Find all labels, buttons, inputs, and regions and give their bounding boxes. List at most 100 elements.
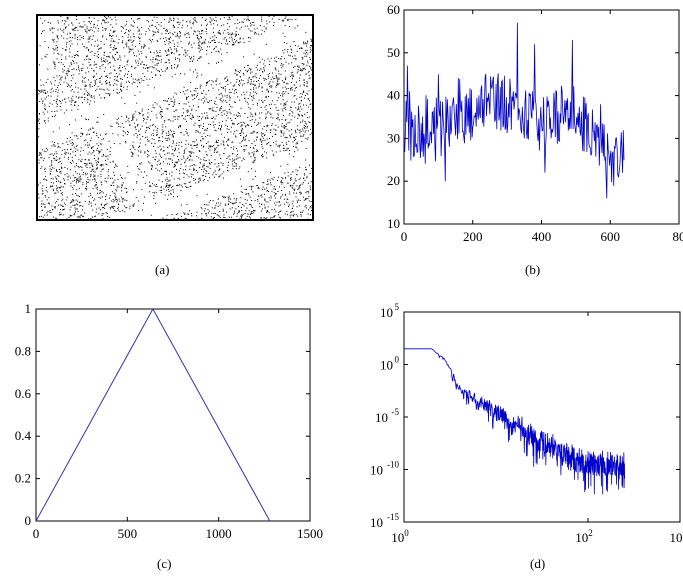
- speckle-dot: [86, 119, 87, 120]
- speckle-dot: [271, 104, 272, 105]
- speckle-dot: [92, 30, 93, 31]
- speckle-dot: [150, 40, 151, 41]
- speckle-dot: [168, 98, 169, 99]
- speckle-dot: [270, 200, 271, 201]
- speckle-dot: [279, 205, 280, 206]
- speckle-dot: [168, 119, 169, 120]
- speckle-dot: [41, 91, 42, 92]
- speckle-dot: [215, 42, 216, 43]
- speckle-dot: [153, 130, 154, 131]
- speckle-dot: [299, 130, 300, 131]
- speckle-dot: [266, 130, 267, 131]
- speckle-dot: [310, 134, 311, 135]
- speckle-dot: [62, 143, 63, 144]
- panel-b-x-tick-label: 400: [532, 229, 552, 244]
- speckle-dot: [282, 87, 283, 88]
- speckle-dot: [168, 158, 169, 159]
- speckle-dot: [160, 50, 161, 51]
- speckle-dot: [116, 190, 117, 191]
- speckle-dot: [98, 153, 99, 154]
- speckle-dot: [264, 199, 265, 200]
- speckle-dot: [69, 41, 70, 42]
- speckle-dot: [93, 188, 94, 189]
- speckle-dot: [292, 56, 293, 57]
- speckle-dot: [164, 122, 165, 123]
- speckle-dot: [267, 181, 268, 182]
- speckle-dot: [197, 75, 198, 76]
- speckle-dot: [49, 106, 50, 107]
- speckle-dot: [278, 191, 279, 192]
- speckle-dot: [293, 137, 294, 138]
- speckle-dot: [41, 166, 42, 167]
- speckle-dot: [217, 24, 218, 25]
- speckle-dot: [139, 34, 140, 35]
- speckle-dot: [58, 38, 59, 39]
- speckle-dot: [199, 58, 200, 59]
- speckle-dot: [229, 19, 230, 20]
- speckle-dot: [106, 18, 107, 19]
- speckle-dot: [126, 207, 127, 208]
- speckle-dot: [164, 171, 165, 172]
- speckle-dot: [210, 147, 211, 148]
- speckle-dot: [244, 98, 245, 99]
- speckle-dot: [221, 134, 222, 135]
- speckle-dot: [166, 183, 167, 184]
- speckle-dot: [170, 19, 171, 20]
- speckle-dot: [310, 207, 311, 208]
- speckle-dot: [189, 106, 190, 107]
- speckle-dot: [274, 58, 275, 59]
- speckle-dot: [209, 162, 210, 163]
- speckle-dot: [269, 104, 270, 105]
- speckle-dot: [127, 134, 128, 135]
- speckle-dot: [300, 200, 301, 201]
- speckle-dot: [183, 118, 184, 119]
- speckle-dot: [104, 20, 105, 21]
- speckle-dot: [227, 44, 228, 45]
- speckle-dot: [177, 33, 178, 34]
- speckle-dot: [135, 60, 136, 61]
- speckle-dot: [173, 136, 174, 137]
- speckle-dot: [107, 216, 108, 217]
- speckle-dot: [157, 128, 158, 129]
- speckle-dot: [94, 98, 95, 99]
- speckle-dot: [266, 97, 267, 98]
- speckle-dot: [307, 117, 308, 118]
- speckle-dot: [266, 79, 267, 80]
- speckle-dot: [234, 123, 235, 124]
- speckle-dot: [153, 133, 154, 134]
- speckle-dot: [220, 217, 221, 218]
- speckle-dot: [144, 153, 145, 154]
- speckle-dot: [299, 115, 300, 116]
- speckle-dot: [206, 19, 207, 20]
- speckle-dot: [61, 62, 62, 63]
- speckle-dot: [260, 218, 261, 219]
- speckle-dot: [164, 41, 165, 42]
- speckle-dot: [237, 23, 238, 24]
- speckle-dot: [39, 123, 40, 124]
- speckle-dot: [186, 99, 187, 100]
- speckle-dot: [211, 100, 212, 101]
- speckle-dot: [173, 140, 174, 141]
- speckle-dot: [176, 169, 177, 170]
- speckle-dot: [110, 85, 111, 86]
- speckle-dot: [161, 174, 162, 175]
- speckle-dot: [227, 113, 228, 114]
- speckle-dot: [115, 211, 116, 212]
- speckle-dot: [175, 116, 176, 117]
- speckle-dot: [298, 188, 299, 189]
- speckle-dot: [129, 125, 130, 126]
- speckle-dot: [288, 202, 289, 203]
- speckle-dot: [148, 67, 149, 68]
- speckle-dot: [240, 133, 241, 134]
- speckle-dot: [117, 93, 118, 94]
- speckle-dot: [299, 48, 300, 49]
- speckle-dot: [301, 131, 302, 132]
- speckle-dot: [236, 148, 237, 149]
- speckle-dot: [206, 151, 207, 152]
- speckle-dot: [138, 147, 139, 148]
- speckle-dot: [266, 117, 267, 118]
- speckle-dot: [61, 110, 62, 111]
- speckle-dot: [223, 209, 224, 210]
- speckle-dot: [41, 155, 42, 156]
- speckle-dot: [99, 89, 100, 90]
